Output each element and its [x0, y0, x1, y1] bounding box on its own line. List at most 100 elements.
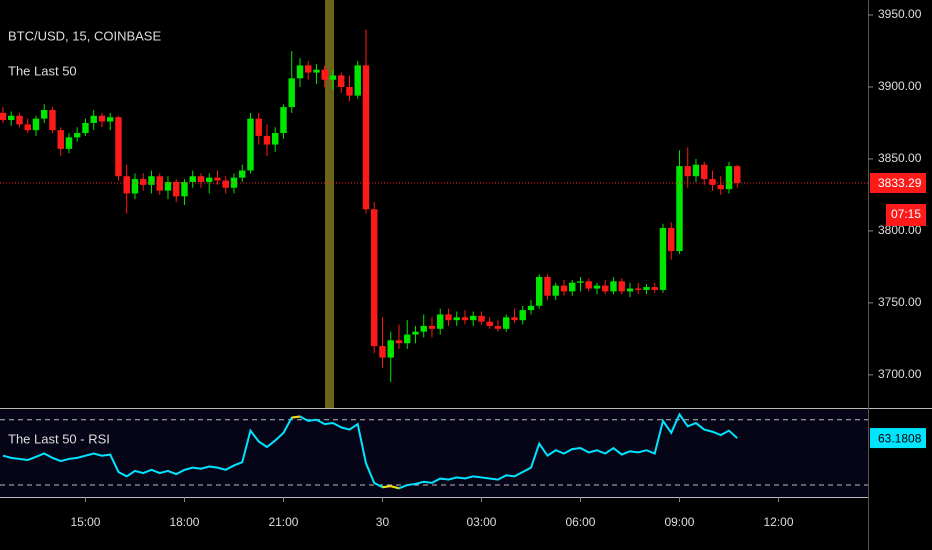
candle-body: [428, 325, 436, 329]
candle-body: [164, 181, 172, 191]
price-label: 3833.29: [878, 176, 922, 190]
candle-body: [131, 179, 139, 194]
x-tick-label: 18:00: [169, 515, 199, 529]
candle-body: [338, 75, 345, 87]
candle-body: [461, 317, 469, 321]
candle-body: [98, 115, 106, 122]
countdown: 07:15: [891, 207, 921, 221]
candle-body: [626, 288, 634, 292]
candle-body: [362, 65, 370, 210]
countdown-box: [886, 203, 926, 226]
candle-body: [189, 176, 196, 182]
candle-body: [197, 176, 205, 182]
candle-body: [569, 282, 576, 292]
candle-body: [387, 340, 394, 358]
candle-body: [255, 118, 262, 136]
candle-body: [618, 281, 625, 292]
candle-body: [346, 86, 353, 96]
candle-body: [717, 184, 724, 190]
chart-title: BTC/USD, 15, COINBASE: [8, 28, 161, 43]
candle-body: [651, 287, 658, 290]
candle-body: [709, 179, 716, 185]
candle-body: [593, 285, 601, 289]
candle-body: [329, 75, 337, 80]
candle-body: [321, 69, 328, 80]
candle-body: [32, 118, 40, 131]
candle-body: [173, 181, 180, 197]
candle-body: [140, 179, 147, 185]
candle-body: [610, 281, 617, 292]
x-tick-label: 15:00: [70, 515, 100, 529]
y-tick-label: 3850.00: [878, 151, 922, 165]
candle-body: [90, 115, 97, 123]
x-tick-label: 30: [376, 515, 390, 529]
candle-body: [527, 305, 535, 311]
y-tick-label: 3900.00: [878, 79, 922, 93]
candle-body: [701, 164, 708, 180]
candle-body: [668, 228, 675, 252]
candle-body: [247, 118, 254, 171]
candle-body: [8, 115, 15, 121]
y-tick-label: 3800.00: [878, 223, 922, 237]
candle-body: [24, 124, 31, 131]
candle-body: [305, 65, 312, 73]
x-tick-label: 12:00: [763, 515, 793, 529]
candle-body: [486, 321, 493, 326]
candle-body: [445, 314, 452, 321]
candle-body: [263, 135, 271, 145]
candle-body: [107, 117, 114, 122]
candle-body: [659, 228, 667, 290]
candle-body: [74, 133, 81, 138]
candle-body: [288, 78, 295, 108]
rsi-label: The Last 50 - RSI: [8, 431, 110, 446]
candle-body: [230, 177, 238, 188]
candle-body: [57, 130, 64, 149]
candle-body: [115, 117, 122, 177]
y-tick-label: 3700.00: [878, 367, 922, 381]
x-tick-label: 06:00: [565, 515, 595, 529]
rsi-extreme: [382, 485, 391, 489]
rsi-panel: [0, 410, 868, 497]
y-tick-label: 3750.00: [878, 295, 922, 309]
y-tick-label: 3950.00: [878, 7, 922, 21]
candle-body: [503, 317, 510, 329]
candle-body: [544, 276, 551, 296]
candle-body: [478, 315, 485, 322]
candle-body: [725, 166, 733, 190]
candle-body: [602, 285, 609, 292]
candle-body: [453, 317, 460, 321]
candle-body: [371, 209, 378, 347]
x-tick-label: 21:00: [268, 515, 298, 529]
candle-body: [296, 65, 304, 79]
candle-body: [206, 177, 213, 182]
candle-body: [684, 166, 691, 177]
candle-body: [585, 281, 592, 289]
candle-body: [181, 181, 188, 197]
candle-body: [123, 176, 130, 194]
candle-body: [560, 285, 568, 292]
price-label-box: [870, 172, 926, 193]
candle-body: [676, 166, 683, 252]
candle-body: [16, 115, 23, 125]
candle-body: [49, 109, 56, 131]
candle-body: [239, 170, 246, 178]
candle-body: [354, 65, 361, 96]
candle-body: [379, 346, 386, 358]
candle-body: [65, 137, 73, 149]
candle-body: [404, 334, 411, 344]
rsi-extreme: [291, 415, 301, 419]
indicator-label: The Last 50: [8, 63, 77, 78]
x-tick-label: 09:00: [664, 515, 694, 529]
candle-body: [41, 109, 48, 119]
highlight-bar: [325, 0, 334, 408]
rsi-extreme: [390, 485, 400, 490]
candle-body: [412, 331, 419, 335]
candle-body: [536, 276, 543, 306]
rsi-value-label: 63.1808: [878, 431, 922, 445]
candle-body: [148, 176, 155, 185]
candle-body: [635, 288, 642, 290]
candle-body: [280, 107, 287, 134]
candle-body: [313, 69, 320, 73]
candle-body: [470, 315, 477, 321]
